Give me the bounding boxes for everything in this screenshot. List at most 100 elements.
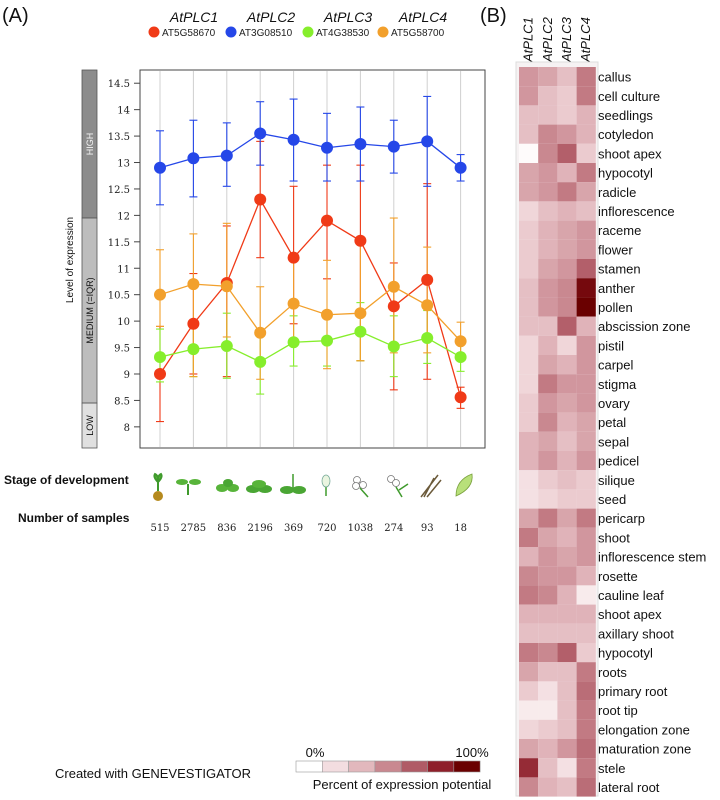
heatmap-cell [538,124,558,144]
heatmap-cell [519,182,539,202]
legend-marker-atplc2 [225,26,237,38]
data-point-atplc1 [387,300,400,313]
data-point-atplc2 [254,127,267,140]
heatmap-cell [519,316,539,336]
sample-count: 18 [454,523,467,534]
heatmap-cell [557,67,577,87]
sample-count: 515 [150,523,169,534]
band-label-medium: MEDIUM (=IQR) [85,277,95,343]
heatmap-cell [519,239,539,259]
heatmap-row-label: elongation zone [598,722,690,737]
color-scale-swatch [453,760,481,773]
heatmap-cell [576,124,596,144]
heatmap-cell [576,508,596,528]
heatmap-cell [576,585,596,605]
heatmap-cell [557,470,577,490]
heatmap-cell [538,278,558,298]
heatmap-cell [557,604,577,624]
y-tick-label: 11.5 [108,238,130,249]
y-tick-label: 10 [117,317,130,328]
band-low [81,402,98,449]
stage-young-rosette-icon [216,479,239,492]
heatmap-cell [576,239,596,259]
heatmap-cell [519,431,539,451]
data-point-atplc1 [421,273,434,286]
heatmap-cell [557,758,577,778]
heatmap-cell [557,547,577,567]
heatmap-row-label: cell culture [598,89,660,104]
heatmap-cell [576,335,596,355]
heatmap-cell [576,143,596,163]
heatmap-cell [519,566,539,586]
heatmap-cell [557,316,577,336]
data-point-atplc2 [387,140,400,153]
heatmap-cell [519,201,539,221]
heatmap-cell [519,374,539,394]
heatmap-cell [576,623,596,643]
y-tick-label: 9.5 [114,344,130,355]
heatmap-cell [557,163,577,183]
heatmap-cell [557,297,577,317]
heatmap-row-label: lateral root [598,780,660,795]
heatmap-cell [519,662,539,682]
heatmap-cell [538,489,558,509]
data-point-atplc3 [154,351,166,364]
heatmap-cell [557,777,577,797]
stage-of-development-label: Stage of development [4,473,129,487]
scale-max-label: 100% [455,745,489,760]
legend-locus-atplc1: AT5G58670 [162,28,216,39]
heatmap-cell [538,220,558,240]
heatmap-cell [538,431,558,451]
heatmap-cell [557,355,577,375]
heatmap-cell [538,239,558,259]
heatmap-row-label: pericarp [598,511,645,526]
heatmap-cell [519,86,539,106]
heatmap-row-label: cotyledon [598,127,654,142]
heatmap-cell [538,739,558,759]
heatmap-cell [576,719,596,739]
heatmap-cell [557,220,577,240]
heatmap-cell [576,374,596,394]
heatmap-cell [576,412,596,432]
heatmap-cell [576,547,596,567]
heatmap-row-label: seed [598,492,626,507]
stage-rosette-icon [246,480,272,493]
data-point-atplc3 [220,339,233,352]
heatmap-cell [576,700,596,720]
heatmap-cell [519,547,539,567]
legend-locus-atplc3: AT4G38530 [316,28,370,39]
heatmap-cell [519,623,539,643]
sample-count: 369 [284,523,303,534]
heatmap-cell [557,700,577,720]
heatmap-cell [576,489,596,509]
heatmap-cell [538,316,558,336]
heatmap-cell [576,105,596,125]
heatmap-cell [557,451,577,471]
heatmap-cell [576,220,596,240]
data-point-atplc4 [287,297,300,310]
heatmap-row-label: root tip [598,703,638,718]
color-scale-swatch [295,760,323,773]
heatmap-cell [576,201,596,221]
heatmap-cell [538,297,558,317]
heatmap-cell [538,67,558,87]
heatmap-row-label: flower [598,242,633,257]
heatmap-cell [538,662,558,682]
heatmap-cell [557,374,577,394]
heatmap-cell [557,643,577,663]
data-point-atplc2 [187,152,200,165]
heatmap-cell [519,105,539,125]
y-tick-label: 11 [117,264,130,275]
heatmap-cell [538,335,558,355]
heatmap-column-label: AtPLC2 [540,16,555,63]
heatmap-cell [576,163,596,183]
data-point-atplc3 [187,343,200,356]
y-tick-label: 8.5 [114,396,130,407]
data-point-atplc4 [421,299,434,312]
legend-locus-atplc2: AT3G08510 [239,28,293,39]
sample-count: 274 [384,523,403,534]
heatmap-cell [519,758,539,778]
heatmap-cell [576,393,596,413]
sample-count: 836 [217,523,236,534]
